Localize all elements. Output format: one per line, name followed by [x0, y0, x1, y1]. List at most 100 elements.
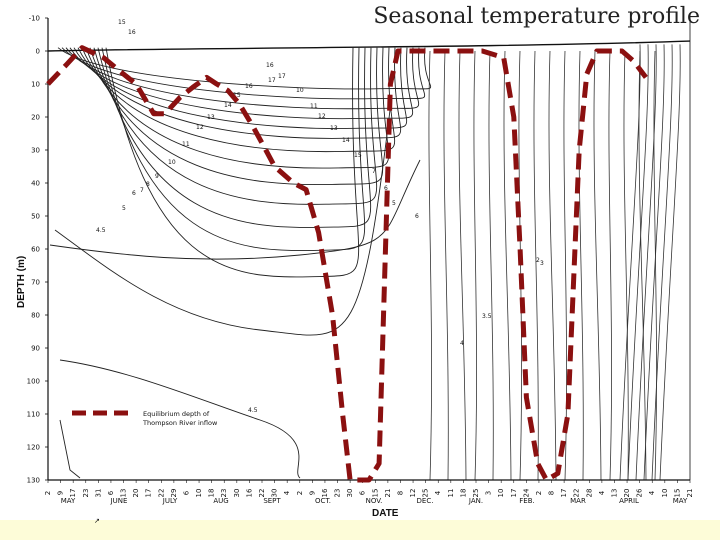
month-label: AUG: [213, 497, 228, 505]
svg-text:Equilibrium depth of: Equilibrium depth of: [143, 410, 210, 418]
x-tick-label: 22: [573, 489, 581, 498]
contour-label: 17: [268, 77, 276, 84]
isotherm-line: [85, 47, 390, 169]
month-label: DEC.: [417, 497, 434, 505]
month-label: JULY: [162, 497, 178, 505]
contour-label: 13: [330, 125, 338, 132]
contour-label: 5: [122, 205, 126, 212]
x-tick-label: 6: [359, 490, 367, 495]
x-tick-label: 30: [346, 489, 354, 498]
isotherm-line: [65, 47, 420, 110]
isotherm-line: [563, 50, 567, 481]
y-tick-label: 90: [31, 345, 40, 353]
x-tick-label: 15: [371, 489, 379, 498]
isotherm-line: [473, 50, 477, 481]
page-title: Seasonal temperature profile: [373, 4, 700, 29]
x-tick-label: 25: [472, 489, 480, 498]
x-tick-label: 10: [497, 489, 505, 498]
x-tick-label: 2: [535, 491, 543, 495]
isotherm-contours: [49, 44, 681, 481]
x-tick-label: 10: [195, 489, 203, 498]
month-label: OCT.: [315, 497, 331, 505]
isotherm-line: [458, 50, 467, 481]
x-tick-label: 13: [610, 489, 618, 498]
y-tick-label: 30: [31, 147, 40, 155]
x-tick-label: 2: [44, 491, 52, 495]
isotherm-line: [627, 44, 649, 481]
contour-label: 8: [146, 181, 150, 188]
x-tick-label: 13: [120, 489, 128, 498]
y-tick-label: 100: [27, 378, 40, 386]
contour-label: 12: [318, 113, 326, 120]
month-label: NOV.: [366, 497, 383, 505]
x-tick-label: 22: [157, 489, 165, 498]
contour-label: 4.5: [96, 227, 106, 234]
contour-label: 15: [118, 19, 126, 26]
x-tick-label: 20: [623, 489, 631, 498]
chart-area: [0, 0, 720, 520]
isotherm-line: [81, 47, 396, 153]
month-label: MAR: [570, 497, 586, 505]
month-label: MAY: [61, 497, 76, 505]
x-tick-label: 17: [560, 489, 568, 498]
contour-label: 13: [207, 114, 215, 121]
isotherm-line: [73, 47, 408, 129]
month-label: JAN.: [468, 497, 483, 505]
month-label: JUNE: [110, 497, 128, 505]
isotherm-line: [77, 47, 402, 139]
x-tick-label: 23: [82, 489, 90, 498]
x-tick-label: 3: [485, 491, 493, 495]
isotherm-line: [97, 47, 372, 228]
contour-label: 3.5: [482, 313, 492, 320]
isotherm-line: [69, 47, 414, 120]
legend-line-1: Equilibrium depth of: [143, 410, 210, 418]
contour-label: 5: [392, 200, 396, 207]
month-label: FEB.: [519, 497, 534, 505]
y-tick-label: 50: [31, 213, 40, 221]
bottom-strip: [0, 520, 720, 540]
x-tick-label: 17: [69, 489, 77, 498]
contour-label: 6: [415, 213, 419, 220]
contour-label: 6: [132, 190, 136, 197]
x-tick-label: 30: [271, 489, 279, 498]
contour-label: 16: [245, 83, 253, 90]
isotherm-line: [89, 47, 384, 186]
isotherm-line: [533, 50, 539, 481]
x-tick-label: 23: [334, 489, 342, 498]
legend-line-2: Thompson River inflow: [142, 419, 218, 427]
contour-label: 2: [536, 257, 540, 264]
contour-label: 17: [278, 73, 286, 80]
y-tick-label: 80: [31, 312, 40, 320]
y-tick-label: 40: [31, 180, 40, 188]
contour-labels: 15161716151413121110987654.543.532616171…: [96, 19, 544, 414]
x-tick-label: 9: [57, 491, 65, 495]
x-axis-ticks: 2 9 17 23 31 6 13 20 17 22 29 6 10 18 23 30 16 22 30 4 2 9 16 2…: [44, 480, 694, 497]
contour-label: 14: [342, 137, 350, 144]
x-tick-label: 6: [182, 490, 190, 495]
contour-label: 7: [372, 168, 376, 175]
x-tick-label: 20: [132, 489, 140, 498]
contour-label: 4: [460, 340, 464, 347]
contour-label: 9: [155, 173, 159, 180]
isotherm-line: [623, 50, 629, 481]
x-tick-label: 29: [170, 489, 178, 498]
x-tick-label: 18: [459, 489, 467, 498]
stray-mark: ↗: [94, 517, 100, 525]
month-label: APRIL: [619, 497, 639, 505]
x-tick-label: 15: [673, 489, 681, 498]
x-tick-label: 26: [636, 488, 644, 497]
contour-label: 11: [182, 141, 190, 148]
x-tick-label: 22: [258, 489, 266, 498]
contour-label: 11: [310, 103, 318, 110]
isotherm-line: [488, 50, 494, 481]
svg-text:Thompson River inflow: Thompson River inflow: [142, 419, 218, 427]
x-tick-label: 10: [661, 489, 669, 498]
month-label: SEPT: [263, 497, 281, 505]
isotherm-line: [54, 109, 391, 336]
x-tick-label: 25: [422, 489, 430, 498]
isotherm-line: [651, 44, 673, 481]
x-tick-label: 28: [585, 489, 593, 498]
contour-label: 14: [224, 102, 232, 109]
y-tick-label: -10: [29, 15, 40, 23]
